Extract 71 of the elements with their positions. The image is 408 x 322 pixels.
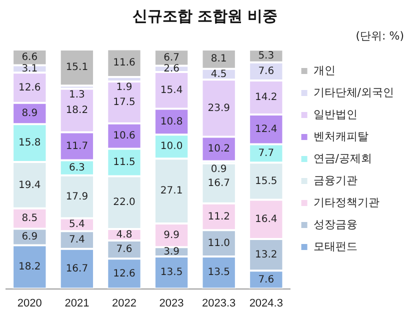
- data-label: 8.1: [210, 54, 227, 65]
- data-label: 7.6: [116, 244, 132, 256]
- data-label: 11.2: [208, 211, 230, 222]
- legend-label: 기타단체/외국인: [313, 86, 394, 99]
- legend-label: 금융기관: [313, 174, 358, 187]
- legend-label: 개인: [313, 64, 336, 77]
- data-label: 10.6: [113, 130, 136, 142]
- data-label: 5.4: [68, 219, 85, 230]
- data-label: 18.2: [66, 105, 88, 116]
- legend-label: 기타정책기관: [313, 196, 380, 209]
- data-label: 11.5: [113, 157, 136, 168]
- data-label: 4.8: [116, 229, 132, 240]
- data-label: 0.9: [210, 164, 227, 175]
- data-label: 3.9: [164, 246, 180, 258]
- legend-label: 성장금융: [313, 218, 358, 231]
- data-label: 15.4: [160, 84, 183, 96]
- data-label: 13.5: [208, 267, 230, 278]
- data-label: 5.3: [258, 50, 274, 62]
- data-label: 9.9: [164, 230, 180, 241]
- data-label: 8.5: [22, 213, 38, 224]
- text: (단위: %): [356, 29, 404, 42]
- data-label: 2.6: [164, 63, 180, 74]
- legend-label: 모태펀드: [313, 240, 358, 253]
- data-label: 16.7: [208, 178, 230, 189]
- data-label: 16.7: [66, 263, 88, 274]
- x-tick-label: 2024.3: [249, 297, 283, 310]
- data-label: 10.8: [160, 116, 183, 128]
- data-label: 12.4: [255, 124, 278, 135]
- data-label: 15.5: [255, 176, 278, 187]
- x-tick-label: 2021: [64, 297, 90, 310]
- data-label: 4.5: [210, 68, 227, 80]
- data-label: 27.1: [160, 186, 183, 197]
- data-label: 11.6: [113, 58, 136, 69]
- data-label: 7.7: [258, 148, 274, 160]
- legend-label: 벤처캐피탈: [313, 130, 368, 143]
- data-label: 1.3: [68, 89, 85, 100]
- data-label: 17.9: [66, 191, 88, 202]
- data-label: 6.9: [22, 232, 38, 243]
- data-label: 12.6: [113, 268, 136, 280]
- data-label: 13.2: [255, 249, 278, 260]
- data-label: 13.5: [160, 267, 183, 278]
- data-label: 15.8: [18, 138, 41, 149]
- data-label: 14.2: [255, 92, 278, 104]
- data-label: 22.0: [113, 197, 136, 208]
- data-label: 7.6: [258, 66, 274, 78]
- x-tick-label: 2023.3: [202, 297, 236, 310]
- data-label: 10.2: [208, 144, 230, 155]
- data-label: 12.6: [18, 82, 41, 94]
- legend-label: 연금/공제회: [313, 152, 372, 165]
- legend-label: 일반법인: [313, 108, 358, 121]
- data-label: 6.6: [22, 52, 38, 63]
- data-label: 10.0: [160, 141, 183, 152]
- data-label: 17.5: [113, 97, 136, 108]
- x-tick-label: 2020: [17, 297, 42, 310]
- data-label: 11.7: [66, 140, 88, 152]
- data-label: 6.7: [164, 52, 180, 64]
- x-tick-label: 2023: [159, 297, 184, 310]
- data-label: 8.9: [22, 108, 38, 120]
- data-label: 23.9: [208, 102, 230, 114]
- data-label: 7.4: [68, 234, 85, 246]
- data-label: 18.2: [18, 262, 41, 273]
- data-label: 3.1: [22, 64, 38, 75]
- data-label: 6.3: [68, 162, 85, 174]
- data-label: 7.6: [258, 274, 274, 286]
- data-label: 16.4: [255, 214, 278, 225]
- data-label: 1.9: [116, 82, 132, 94]
- data-label: 11.0: [208, 238, 230, 249]
- x-tick-label: 2022: [112, 297, 136, 310]
- chart-title: 신규조합 조합원 비중: [132, 6, 278, 25]
- data-label: 15.1: [66, 62, 88, 74]
- data-label: 19.4: [18, 180, 41, 191]
